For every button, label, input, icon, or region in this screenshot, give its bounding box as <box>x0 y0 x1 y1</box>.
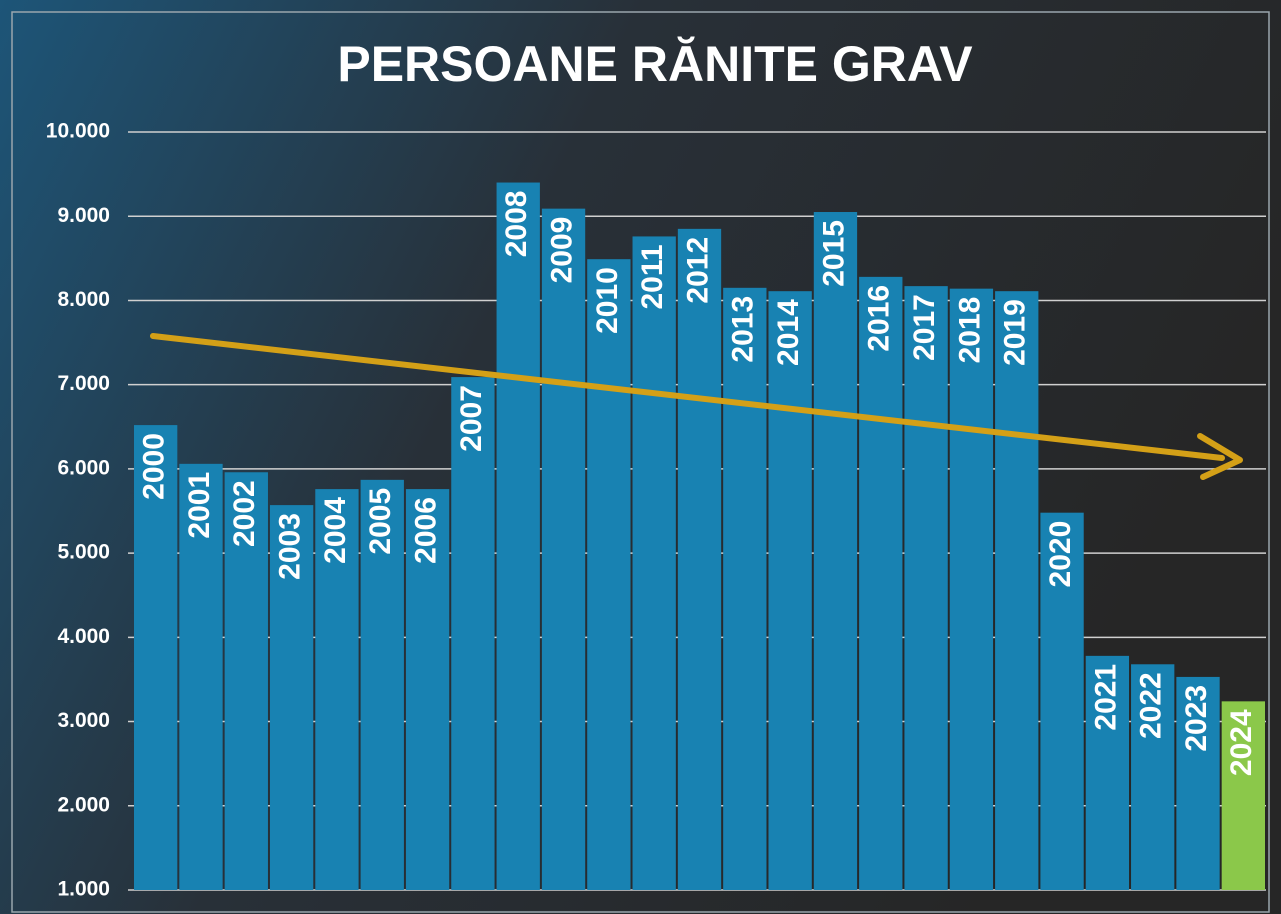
y-tick-label: 1.000 <box>57 878 110 901</box>
bar-label: 2016 <box>863 285 896 352</box>
y-tick-label: 6.000 <box>57 456 110 479</box>
bar-label: 2003 <box>274 513 307 580</box>
bar <box>541 208 586 891</box>
bar <box>677 228 722 890</box>
bar-label: 2018 <box>953 297 986 364</box>
bar <box>949 288 994 890</box>
bar <box>723 287 767 890</box>
bar-label: 2011 <box>636 244 669 309</box>
bar-label: 2015 <box>817 220 850 287</box>
bar-label: 2000 <box>138 433 171 500</box>
trend-line <box>150 333 1225 461</box>
bar-label: 2013 <box>727 296 760 363</box>
bar <box>1085 655 1130 890</box>
bar <box>1176 676 1220 890</box>
bar <box>1131 664 1175 890</box>
bar <box>179 463 223 890</box>
bar <box>859 276 903 891</box>
bar-label: 2004 <box>319 497 352 564</box>
bar <box>995 291 1039 890</box>
bar <box>1040 512 1084 890</box>
y-tick-label: 2.000 <box>57 793 110 816</box>
bar <box>315 489 359 890</box>
y-tick-label: 8.000 <box>57 288 110 311</box>
y-tick-label: 10.000 <box>46 120 110 143</box>
y-tick-label: 9.000 <box>57 204 110 227</box>
bar <box>632 236 676 891</box>
bar-label: 2022 <box>1135 672 1168 739</box>
bar <box>496 182 540 891</box>
y-tick-label: 3.000 <box>57 709 110 732</box>
bar-label: 2006 <box>410 497 443 564</box>
y-tick-label: 7.000 <box>57 372 110 395</box>
bar <box>904 286 948 890</box>
frame <box>11 11 1270 913</box>
bar-label: 2014 <box>772 299 805 366</box>
bar-label: 2008 <box>500 191 533 258</box>
trend-arrow <box>150 333 1243 480</box>
bar-label: 2012 <box>681 237 714 304</box>
bar <box>405 489 450 890</box>
bar-label: 2019 <box>999 299 1032 366</box>
bar-label: 2024 <box>1225 709 1258 776</box>
bar <box>1221 701 1265 890</box>
arrow-head <box>1197 433 1243 480</box>
y-tick-label: 5.000 <box>57 541 110 564</box>
bar <box>768 291 812 890</box>
bar <box>451 377 495 890</box>
plot: 1.000 2.000 3.000 4.000 5.000 6.000 7.000 8.000… <box>46 120 1266 901</box>
bar-label: 2017 <box>908 294 941 361</box>
bar <box>269 505 314 890</box>
bar-label: 2002 <box>228 480 261 547</box>
bar-label: 2021 <box>1089 664 1122 731</box>
bar-label: 2001 <box>183 472 216 539</box>
bar-label: 2020 <box>1044 521 1077 588</box>
chart-title: PERSOANE RĂNITE GRAV <box>337 36 973 92</box>
bar-label: 2007 <box>455 385 488 452</box>
bar <box>224 472 268 890</box>
y-tick-label: 4.000 <box>57 625 110 648</box>
bar-label: 2009 <box>545 217 578 284</box>
bar-label: 2010 <box>591 267 624 334</box>
bar-label: 2023 <box>1180 685 1213 752</box>
bar <box>813 212 858 890</box>
bar-label: 2005 <box>364 488 397 555</box>
bar <box>360 479 404 890</box>
bar <box>134 425 178 890</box>
bar <box>587 259 631 891</box>
